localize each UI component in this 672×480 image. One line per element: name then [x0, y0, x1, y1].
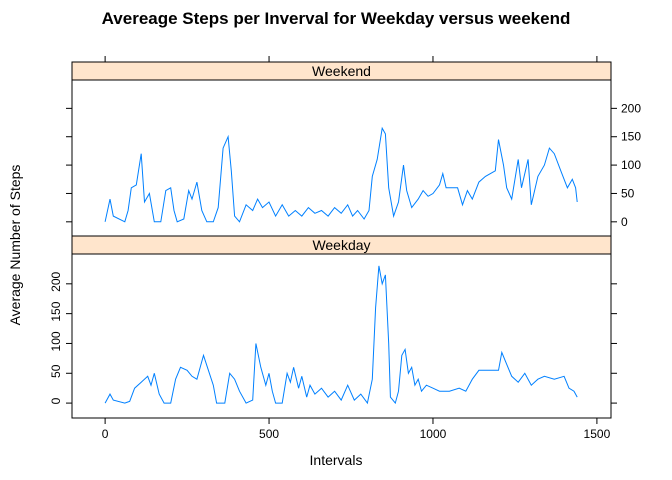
y-tick-label: 150 [49, 301, 63, 321]
line [104, 265, 578, 405]
x-tick-label: 1000 [420, 427, 447, 441]
y-tick-label: 50 [49, 364, 63, 378]
y-tick-label: 150 [621, 130, 641, 144]
y-tick-label: 200 [49, 271, 63, 291]
y-tick-label: 100 [49, 331, 63, 351]
x-axis-label: Intervals [310, 452, 363, 468]
y-tick-label: 0 [621, 215, 628, 229]
y-axis-label: Average Number of Steps [7, 165, 23, 326]
y-tick-label: 200 [621, 101, 641, 115]
x-tick-label: 500 [259, 427, 279, 441]
chart-title: Avereage Steps per Inverval for Weekday … [102, 9, 571, 28]
x-tick-label: 1500 [584, 427, 611, 441]
x-tick-label: 0 [102, 427, 109, 441]
y-tick-label: 0 [49, 397, 63, 404]
panel-frame [71, 253, 612, 419]
y-tick-label: 50 [621, 186, 635, 200]
y-tick-label: 100 [621, 158, 641, 172]
strip-label: Weekday [312, 237, 370, 253]
line [104, 126, 578, 223]
strip-label: Weekend [312, 63, 371, 79]
